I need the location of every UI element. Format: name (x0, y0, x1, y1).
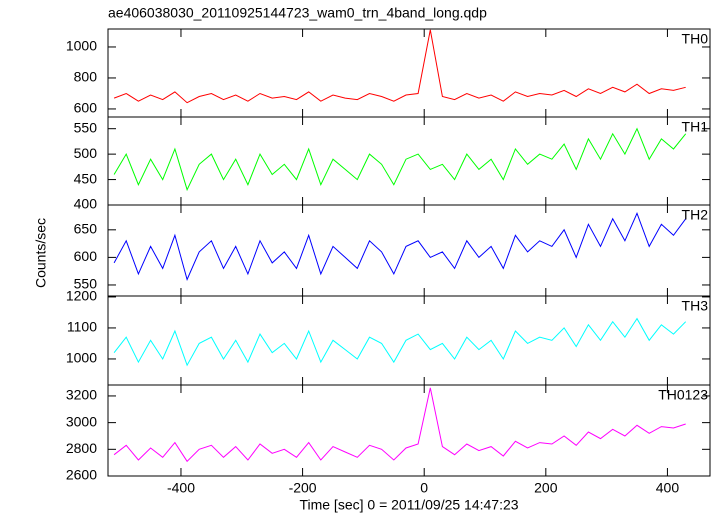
y-tick-label: 600 (74, 100, 98, 116)
panel-label: TH0123 (658, 387, 708, 403)
y-tick-label: 650 (74, 221, 98, 237)
y-tick-label: 1000 (66, 350, 97, 366)
y-tick-label: 400 (74, 196, 98, 212)
y-tick-label: 500 (74, 145, 98, 161)
y-tick-label: 1100 (67, 319, 97, 335)
panel-label: TH0 (682, 31, 709, 47)
panel-frame (107, 204, 711, 297)
y-tick-label: 1200 (66, 288, 97, 304)
x-tick-label: 400 (656, 480, 680, 496)
series-line (113, 211, 687, 281)
chart-title: ae406038030_20110925144723_wam0_trn_4ban… (108, 5, 487, 21)
series-line (113, 317, 687, 367)
panel-label: TH2 (682, 207, 709, 223)
x-tick-label: -200 (289, 480, 317, 496)
y-tick-label: 550 (74, 119, 98, 135)
y-tick-label: 600 (74, 248, 98, 264)
series-line (113, 29, 686, 104)
y-axis-label: Counts/sec (33, 218, 49, 288)
y-tick-label: 450 (74, 170, 98, 186)
series-line (113, 127, 687, 192)
panel-frame (107, 295, 711, 386)
y-tick-label: 1000 (66, 38, 97, 54)
y-tick-label: 2800 (66, 440, 97, 456)
y-tick-label: 3200 (66, 387, 97, 403)
panel-label: TH1 (682, 119, 709, 135)
panel-label: TH3 (682, 298, 709, 314)
x-axis-label: Time [sec] 0 = 2011/09/25 14:47:23 (299, 497, 518, 513)
y-tick-label: 2600 (66, 467, 97, 483)
x-tick-label: 200 (534, 480, 558, 496)
y-tick-label: 800 (74, 69, 98, 85)
y-tick-label: 550 (74, 276, 98, 292)
panel-frame (107, 384, 711, 477)
series-line (113, 387, 686, 463)
x-tick-label: 0 (420, 480, 428, 496)
y-tick-label: 3000 (66, 413, 97, 429)
panel-frame (107, 28, 711, 118)
panel-frame (107, 116, 711, 206)
x-tick-label: -400 (167, 480, 195, 496)
